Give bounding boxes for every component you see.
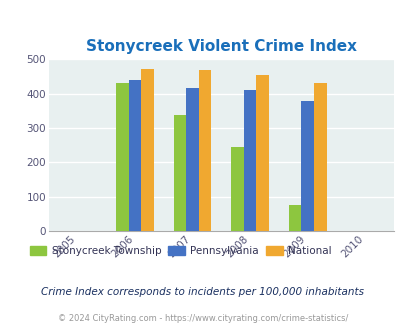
- Bar: [301, 101, 313, 231]
- Bar: [186, 87, 198, 231]
- Bar: [116, 83, 128, 231]
- Text: Crime Index corresponds to incidents per 100,000 inhabitants: Crime Index corresponds to incidents per…: [41, 287, 364, 297]
- Bar: [243, 90, 256, 231]
- Bar: [198, 70, 211, 231]
- Bar: [256, 75, 269, 231]
- Title: Stonycreek Violent Crime Index: Stonycreek Violent Crime Index: [85, 39, 356, 54]
- Bar: [128, 80, 141, 231]
- Text: © 2024 CityRating.com - https://www.cityrating.com/crime-statistics/: © 2024 CityRating.com - https://www.city…: [58, 314, 347, 323]
- Bar: [313, 83, 326, 231]
- Bar: [141, 69, 153, 231]
- Bar: [288, 205, 301, 231]
- Bar: [230, 147, 243, 231]
- Bar: [173, 115, 186, 231]
- Legend: Stonycreek Township, Pennsylvania, National: Stonycreek Township, Pennsylvania, Natio…: [26, 242, 335, 260]
